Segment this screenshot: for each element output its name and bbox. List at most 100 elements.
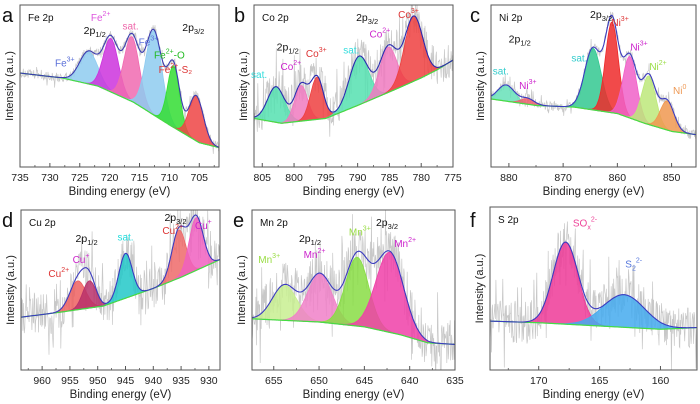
x-tick-label: 850 <box>663 172 681 184</box>
x-axis-label: Binding energy (eV) <box>543 389 645 401</box>
peak-label: Cu2+ <box>48 267 69 280</box>
x-tick-label: 960 <box>33 375 51 387</box>
x-tick-label: 735 <box>11 172 29 184</box>
peak-label: Ni3+ <box>630 40 647 53</box>
x-tick-label: 720 <box>101 172 119 184</box>
orbital-label: 2p1/2 <box>76 233 98 247</box>
peak-label: Ni0 <box>673 84 686 97</box>
panel-letter: f <box>470 210 476 232</box>
envelope-fit <box>20 28 219 148</box>
x-tick-label: 655 <box>265 375 283 387</box>
peak-label: Cu+ <box>195 219 212 232</box>
element-title: Cu 2p <box>29 218 56 229</box>
x-tick-label: 635 <box>446 375 464 387</box>
panel-a: 735 730 725 720 715 710 705 Binding energy (eV)… <box>2 4 220 198</box>
x-tick-label: 775 <box>444 172 462 184</box>
peak-label: sat. <box>122 21 138 32</box>
x-tick-label: 780 <box>412 172 430 184</box>
peak-label: Co3+ <box>398 8 419 21</box>
envelope-fit <box>490 241 697 329</box>
envelope-fit <box>252 250 455 345</box>
peak-label: SOx2- <box>573 217 598 232</box>
orbital-label: 2p1/2 <box>299 233 321 247</box>
raw-spectrum <box>490 221 697 370</box>
orbital-label: 2p1/2 <box>509 33 531 47</box>
x-tick-label: 715 <box>131 172 149 184</box>
panel-letter: d <box>2 210 13 232</box>
peak-label: sat. <box>251 70 267 81</box>
plot-area <box>490 221 697 370</box>
plot-frame <box>251 209 456 371</box>
plot-frame <box>253 4 454 168</box>
orbital-label: 2p3/2 <box>590 9 612 23</box>
peak-label: Fe3+ <box>55 57 75 70</box>
orbital-label: 2p3/2 <box>376 217 398 231</box>
peak-label: Co2+ <box>369 27 390 40</box>
peak-label: Co3+ <box>306 47 327 60</box>
element-title: S 2p <box>498 215 519 226</box>
x-axis-label: Binding energy (eV) <box>303 389 405 401</box>
x-tick-label: 785 <box>381 172 399 184</box>
background-line <box>254 59 453 124</box>
x-tick-label: 950 <box>89 375 107 387</box>
panel-letter: c <box>470 5 480 27</box>
orbital-label: 2p3/2 <box>182 22 204 36</box>
y-axis-label: Intensity (a.u.) <box>5 255 17 325</box>
plot-frame <box>20 209 221 371</box>
orbital-label: 2p3/2 <box>164 212 186 226</box>
x-axis-label: Binding energy (eV) <box>543 186 645 198</box>
peak-label: Fe2+-S₂ <box>159 63 193 76</box>
panel-c: 880 870 860 850 Binding energy (eV) Intensity… <box>470 4 697 198</box>
y-axis-label: Intensity (a.u.) <box>474 254 486 324</box>
x-tick-label: 860 <box>609 172 627 184</box>
orbital-label: 2p3/2 <box>356 12 378 26</box>
peak-label: S22- <box>625 257 642 272</box>
plot-frame <box>489 206 698 371</box>
peak-label: Fe3+ <box>139 36 159 49</box>
peak-label: sat. <box>117 232 133 243</box>
plot-area <box>20 25 219 154</box>
peak-label: Fe2+-O <box>154 48 185 61</box>
peak-label: sat. <box>343 46 359 57</box>
x-axis-label: Binding energy (eV) <box>69 186 171 198</box>
x-tick-label: 165 <box>591 375 609 387</box>
x-tick-label: 955 <box>61 375 79 387</box>
peak-label: Ni3+ <box>519 79 536 92</box>
panel-letter: e <box>233 210 244 232</box>
envelope-fit <box>254 15 453 118</box>
x-tick-label: 640 <box>401 375 419 387</box>
peak-label: Mn3+ <box>258 253 280 266</box>
x-tick-label: 645 <box>356 375 374 387</box>
peak-label: Fe2+ <box>91 11 111 24</box>
x-tick-label: 710 <box>161 172 179 184</box>
background-line <box>252 318 455 345</box>
x-tick-label: 935 <box>172 375 190 387</box>
panel-d: 960 955 950 945 940 935 930 Binding energy (eV)… <box>2 209 221 401</box>
y-axis-label: Intensity (a.u.) <box>236 255 248 325</box>
peak-label: Mn2+ <box>394 237 416 250</box>
background-line <box>491 98 696 136</box>
plot-area <box>252 210 455 370</box>
x-tick-label: 930 <box>200 375 218 387</box>
plot-frame <box>490 4 697 168</box>
element-title: Ni 2p <box>499 13 523 24</box>
x-tick-label: 725 <box>71 172 89 184</box>
element-title: Fe 2p <box>28 13 54 24</box>
x-tick-label: 170 <box>530 375 548 387</box>
peak-label: Co2+ <box>280 60 301 73</box>
envelope-fit <box>491 14 696 136</box>
x-tick-label: 160 <box>652 375 670 387</box>
peak-label: Cu+ <box>73 253 90 266</box>
peak-label: Ni3+ <box>611 16 628 29</box>
panel-letter: b <box>234 5 245 27</box>
x-axis-label: Binding energy (eV) <box>70 389 172 401</box>
panel-e: 655 650 645 640 635 Binding energy (eV) Intens… <box>233 209 464 401</box>
peak-label: Mn3+ <box>349 226 371 239</box>
x-tick-label: 790 <box>349 172 367 184</box>
peak-label: sat. <box>493 67 509 78</box>
x-tick-label: 800 <box>285 172 303 184</box>
x-tick-label: 650 <box>310 375 328 387</box>
x-tick-label: 805 <box>253 172 271 184</box>
envelope-fit <box>21 214 220 318</box>
